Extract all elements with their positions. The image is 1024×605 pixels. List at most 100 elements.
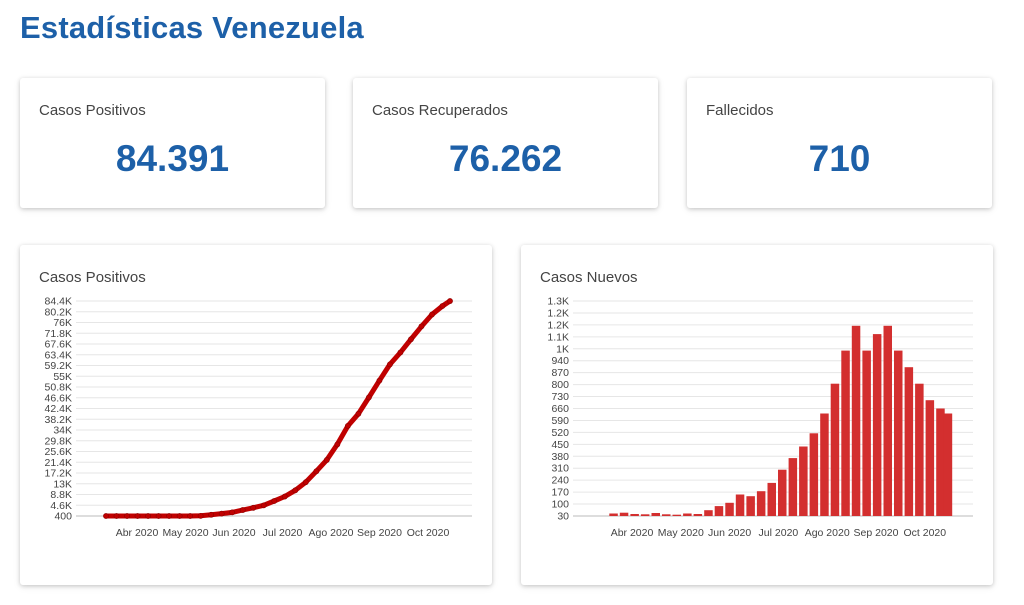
y-tick-label: 84.4K [45,296,72,308]
chart-title: Casos Positivos [39,269,146,286]
y-tick-label: 450 [551,439,569,451]
bar [841,350,850,516]
y-tick-label: 1.2K [547,307,569,319]
data-point [447,298,453,304]
y-tick-label: 660 [551,403,569,415]
data-point [197,512,204,519]
data-point [355,410,362,417]
bar [756,491,766,516]
data-point [166,513,172,519]
y-tick-label: 4.6K [50,500,72,512]
stat-value: 710 [808,138,871,179]
bar [862,350,871,516]
y-tick-label: 170 [551,487,569,499]
y-tick-label: 55K [53,371,72,383]
bar [609,513,618,516]
y-tick-label: 1K [556,343,569,355]
data-point [113,513,120,519]
y-tick-label: 100 [551,499,569,511]
data-point [376,377,383,384]
bar [640,514,650,516]
bar [662,514,671,516]
bar [943,413,953,516]
data-point [155,513,162,519]
y-tick-label: 240 [551,475,569,487]
y-tick-label: 30 [557,511,569,523]
y-tick-label: 590 [551,415,569,427]
data-point [187,513,194,519]
bar [651,513,660,516]
x-tick-label: May 2020 [658,527,704,539]
series-line [103,298,453,519]
bar [619,512,629,516]
y-tick-label: 1.2K [547,319,569,331]
bar [851,325,861,516]
line-chart: 84.4K80.2K76K71.8K67.6K63.4K59.2K55K50.8… [45,296,472,539]
data-point [208,511,215,518]
data-point [313,468,320,475]
y-tick-label: 310 [551,463,569,475]
y-tick-label: 50.8K [45,382,72,394]
data-point [124,513,130,519]
bar [714,506,724,516]
bar [672,514,681,516]
bar [904,367,914,516]
y-tick-label: 8.8K [50,489,72,501]
data-point [218,510,225,517]
y-tick-label: 46.6K [45,392,72,404]
bar [820,413,829,516]
y-tick-label: 80.2K [45,306,72,318]
bar [683,513,692,516]
y-tick-label: 870 [551,367,569,379]
x-tick-label: Jun 2020 [212,527,255,539]
stat-value: 76.262 [448,138,563,179]
y-tick-label: 730 [551,391,569,403]
stat-label: Fallecidos [706,102,774,119]
bar [767,482,776,516]
y-tick-label: 380 [551,451,569,463]
data-point [344,422,351,429]
bar [936,408,945,516]
data-point [323,457,330,463]
y-tick-label: 42.4K [45,403,72,415]
y-tick-label: 76K [53,317,72,329]
data-point [397,349,404,356]
bar [693,514,703,516]
bar [872,334,882,516]
bar [725,502,734,516]
data-point [365,394,372,401]
stat-card-positive: Casos Positivos 84.391 [20,78,325,208]
bar [925,400,935,516]
y-tick-label: 38.2K [45,414,72,426]
y-tick-label: 71.8K [45,328,72,340]
data-point [408,336,414,343]
bar [799,446,808,516]
y-tick-label: 29.8K [45,435,72,447]
data-point [271,498,278,504]
y-tick-label: 400 [54,511,72,523]
stat-label: Casos Positivos [39,102,146,119]
y-tick-label: 520 [551,427,569,439]
y-tick-label: 21.4K [45,457,72,469]
bar [778,469,787,516]
y-tick-label: 63.4K [45,349,72,361]
data-point [250,504,257,511]
bar [883,325,892,516]
data-point [334,441,341,448]
y-tick-label: 13K [53,478,72,490]
y-tick-label: 67.6K [45,339,72,351]
chart-card-positive: Casos Positivos 84.4K 80.2K 76K 71.8K 67.6K 6… [20,245,492,585]
x-tick-label: Oct 2020 [407,527,450,539]
stat-value: 84.391 [115,138,230,179]
bar [894,350,903,516]
y-tick-label: 34K [53,425,72,437]
x-tick-label: Ago 2020 [309,527,354,539]
y-tick-label: 1.1K [547,331,569,343]
bar [915,383,924,516]
data-point [281,493,288,500]
x-tick-label: Oct 2020 [903,527,946,539]
data-point [292,487,299,494]
bar [735,494,745,516]
x-tick-label: Jul 2020 [263,527,303,539]
